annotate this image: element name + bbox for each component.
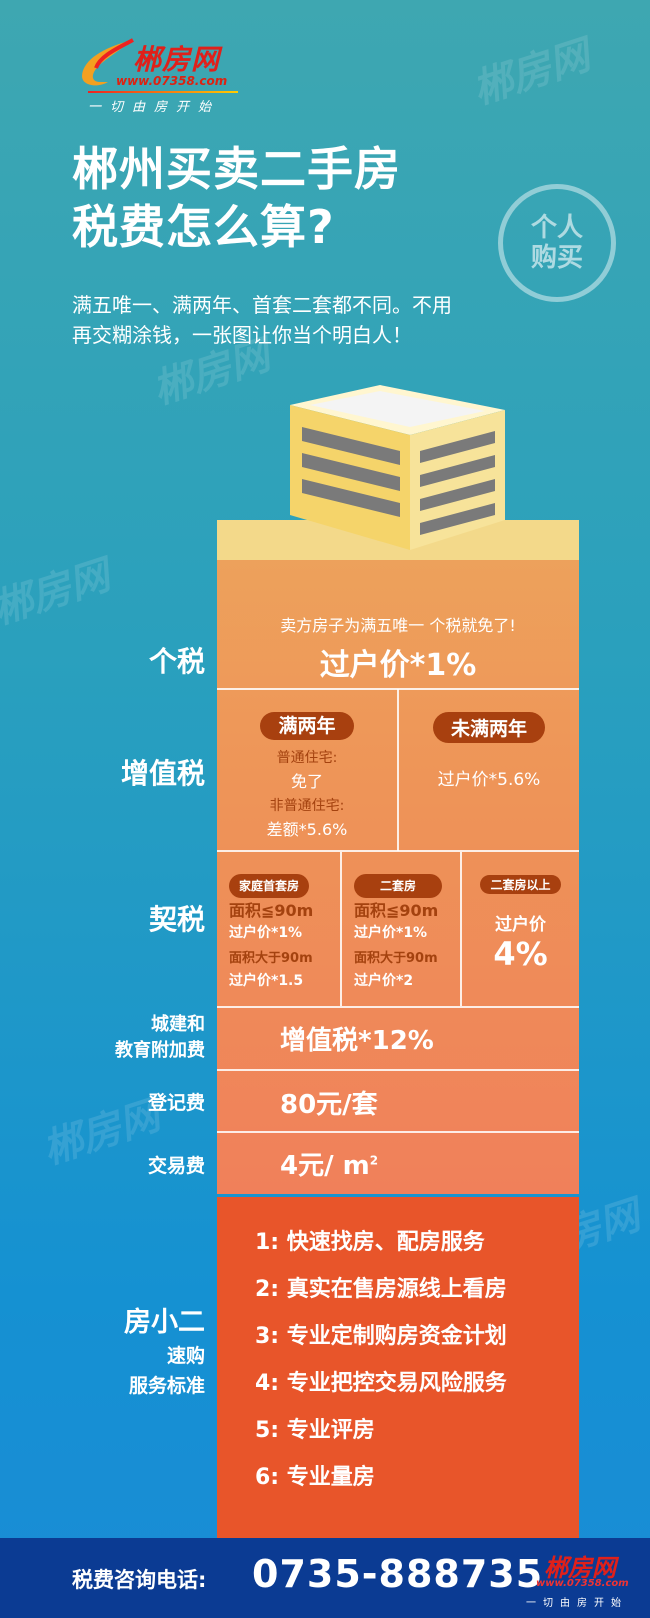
non-ordinary-housing-label: 非普通住宅: (269, 798, 345, 814)
personal-tax-value: 过户价*1% (319, 648, 477, 683)
service-item: 6: 专业量房 (255, 1465, 375, 1490)
personal-tax-label: 个税 (148, 645, 205, 678)
hotline-number[interactable]: 0735-888735 (252, 1552, 544, 1596)
second-home-tag: 二套房 (354, 874, 443, 898)
footer: 税费咨询电话: 0735-888735 郴房网 www.07358.com 一切… (0, 1538, 650, 1618)
non-ordinary-housing-value: 差额*5.6% (266, 820, 348, 839)
rate: 过户价*1% (354, 925, 428, 941)
divider (217, 1069, 579, 1071)
watermark: 郴房网 (467, 32, 596, 114)
personal-purchase-badge: 个人购买 (498, 184, 616, 302)
deed-tax-label: 契税 (148, 903, 205, 936)
fee-column (217, 526, 579, 1194)
footer-logo: 郴房网 www.07358.com 一切由房开始 (522, 1548, 650, 1614)
service-item: 4: 专业把控交易风险服务 (255, 1371, 507, 1396)
personal-tax-note: 卖方房子为满五唯一 个税就免了! (280, 616, 516, 635)
rate: 过户价*1.5 (229, 973, 304, 989)
title-line: 郴州买卖二手房 (72, 142, 401, 196)
service-item: 5: 专业评房 (255, 1418, 375, 1443)
area-condition: 面积≦90m (229, 901, 314, 920)
divider (217, 850, 579, 852)
subtitle: 满五唯一、满两年、首套二套都不同。不用再交糊涂钱，一张图让你当个明白人！ (72, 293, 452, 347)
divider (397, 689, 399, 851)
service-item: 3: 专业定制购房资金计划 (255, 1324, 507, 1349)
divider (217, 1131, 579, 1133)
divider (340, 852, 342, 1006)
ordinary-housing-label: 普通住宅: (276, 750, 338, 766)
rate-value: 4% (493, 935, 548, 973)
under-two-years-tag: 未满两年 (432, 712, 545, 743)
divider (460, 852, 462, 1006)
building-icon (290, 385, 505, 550)
footer-logo-url: www.07358.com (536, 1578, 629, 1589)
surcharge-label-line: 教育附加费 (115, 1040, 205, 1061)
page-title: 郴州买卖二手房 税费怎么算? (72, 140, 401, 256)
registration-fee-label: 登记费 (147, 1092, 205, 1114)
surcharge-label: 城建和 教育附加费 (115, 1012, 205, 1064)
first-home-tag: 家庭首套房 (229, 874, 310, 898)
surcharge-label-line: 城建和 (151, 1014, 205, 1035)
hotline-label: 税费咨询电话: (72, 1568, 207, 1592)
logo-swoosh-icon (82, 38, 134, 86)
registration-fee-value: 80元/套 (280, 1090, 378, 1120)
service-subtitle: 服务标准 (128, 1375, 205, 1397)
footer-logo-slogan: 一切由房开始 (526, 1598, 628, 1609)
logo: 郴房网 www.07358.com 一切由房开始 (78, 38, 248, 118)
service-title: 房小二 (124, 1307, 205, 1338)
service-list: 1: 快速找房、配房服务 2: 真实在售房源线上看房 3: 专业定制购房资金计划… (217, 1197, 579, 1501)
superscript: 2 (369, 1153, 379, 1168)
vat-label: 增值税 (120, 757, 205, 790)
title-line: 税费怎么算? (72, 200, 335, 254)
area-condition: 面积大于90m (229, 951, 313, 966)
area-condition: 面积大于90m (354, 951, 438, 966)
service-subtitle: 速购 (166, 1345, 205, 1367)
rate: 过户价*2 (354, 973, 414, 989)
service-box: 1: 快速找房、配房服务 2: 真实在售房源线上看房 3: 专业定制购房资金计划… (217, 1197, 579, 1538)
transaction-fee-text: 4元/ m (280, 1151, 370, 1181)
under-two-years-value: 过户价*5.6% (437, 770, 541, 790)
watermark: 郴房网 (0, 552, 116, 634)
beyond-second-home-tag: 二套房以上 (480, 875, 561, 894)
footer-logo-name: 郴房网 (544, 1554, 616, 1582)
divider (217, 1006, 579, 1008)
surcharge-value: 增值税*12% (280, 1026, 434, 1056)
area-condition: 面积≦90m (354, 901, 439, 920)
service-item: 2: 真实在售房源线上看房 (255, 1277, 507, 1302)
transaction-fee-label: 交易费 (147, 1155, 205, 1177)
over-two-years-tag: 满两年 (260, 712, 354, 740)
service-label: 房小二 速购 服务标准 (124, 1305, 205, 1401)
logo-underline (88, 91, 238, 93)
service-item: 1: 快速找房、配房服务 (255, 1230, 485, 1255)
watermark: 郴房网 (37, 1092, 166, 1174)
ordinary-housing-value: 免了 (290, 772, 323, 791)
rate-label: 过户价 (495, 915, 546, 935)
rate: 过户价*1% (229, 925, 303, 941)
transaction-fee-value: 4元/ m2 (280, 1145, 378, 1182)
